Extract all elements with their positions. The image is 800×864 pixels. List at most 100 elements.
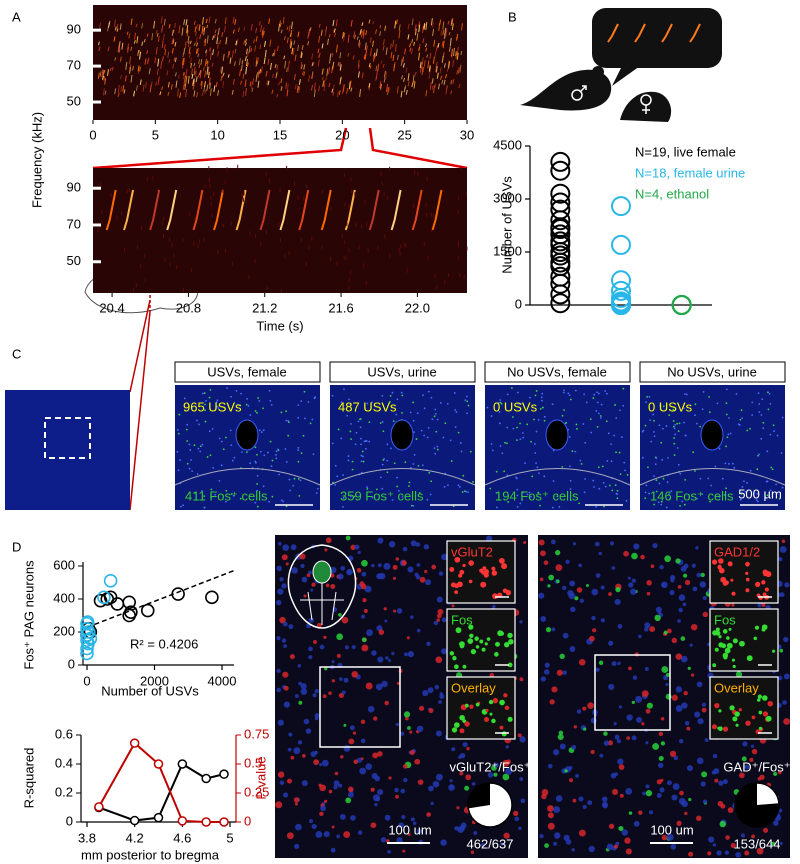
pag-cell <box>177 469 180 472</box>
pag-cell <box>778 497 781 500</box>
pag-cell <box>284 448 287 450</box>
spectrogram-streak <box>193 90 196 97</box>
pag-cell <box>186 423 189 426</box>
cell <box>337 573 344 580</box>
spectrogram-streak <box>243 27 246 31</box>
brain-lines <box>300 583 344 625</box>
spectrogram-streak <box>127 46 130 53</box>
spectrogram-streak <box>347 52 350 57</box>
cell <box>392 576 397 580</box>
spectrogram-streak <box>227 51 230 58</box>
inset-cell <box>764 587 769 592</box>
spectrogram-streak <box>289 33 292 37</box>
spectrogram-streak <box>430 18 433 26</box>
pag-cell <box>569 499 572 502</box>
cell <box>547 763 553 769</box>
cell <box>403 777 408 783</box>
spectrogram-streak <box>248 45 251 53</box>
cell <box>712 753 718 759</box>
cell <box>751 748 758 755</box>
cell <box>779 648 784 653</box>
pag-cell <box>561 414 564 417</box>
spectrogram-streak <box>111 66 114 71</box>
cell <box>771 841 776 846</box>
spectrogram-streak <box>274 64 277 68</box>
pag-cell <box>516 439 518 442</box>
pag-cell <box>371 496 374 499</box>
inset-cell <box>724 647 731 654</box>
cell <box>301 576 308 583</box>
pag-cell <box>287 434 290 437</box>
spectrogram-streak <box>392 39 395 47</box>
pag-cell <box>186 440 189 442</box>
pag-cell <box>538 472 540 475</box>
pag-cell <box>408 481 411 484</box>
pag-cell <box>584 478 587 480</box>
cell <box>590 749 595 755</box>
pag-cell <box>285 419 288 422</box>
spectrogram-streak <box>375 65 378 72</box>
pag-cell <box>574 389 577 392</box>
spectrogram-streak <box>189 57 192 65</box>
pag-cell <box>522 436 525 439</box>
cell <box>402 546 408 552</box>
cell <box>403 711 411 718</box>
pag-cell <box>767 408 770 411</box>
pag-cell <box>449 439 452 442</box>
cell <box>300 688 308 695</box>
inset-cell <box>507 662 513 668</box>
spectrogram-streak <box>130 18 133 25</box>
inset-cell <box>714 703 720 709</box>
pag-cell <box>222 448 225 451</box>
spectrogram-streak <box>328 33 331 38</box>
pag-cell <box>206 456 209 458</box>
cell <box>330 583 336 590</box>
spectrogram-streak <box>242 90 245 98</box>
spectrogram-streak <box>275 73 278 79</box>
spectrogram-streak <box>278 81 280 86</box>
pag-cell <box>386 443 389 446</box>
spectrogram-streak <box>141 41 144 46</box>
pag-cell <box>218 480 221 482</box>
spectrogram-streak <box>240 64 243 72</box>
pag-cell <box>500 402 503 405</box>
cell <box>669 590 675 596</box>
inset-cell <box>718 709 722 713</box>
spectrogram-streak <box>183 19 186 25</box>
pag-cell <box>436 448 439 451</box>
cell <box>600 618 605 623</box>
spectrogram-streak <box>190 62 193 69</box>
spectrogram-streak <box>199 34 202 40</box>
cell <box>435 773 443 781</box>
cell <box>571 848 575 852</box>
cell <box>569 646 576 652</box>
pag-cell <box>701 493 703 495</box>
pag-cell <box>275 450 278 453</box>
spectrogram-streak <box>456 69 459 75</box>
cell <box>388 541 396 548</box>
pag-cell <box>683 421 685 424</box>
inset-cell <box>468 579 473 584</box>
spectrogram-streak <box>206 66 209 75</box>
spectrogram-streak <box>385 47 388 55</box>
pag-cell <box>672 408 675 411</box>
cell <box>377 563 382 568</box>
pag-cell <box>256 483 259 485</box>
spectrogram-streak <box>411 39 414 44</box>
panel-label: D <box>12 539 21 554</box>
spectrogram-streak <box>153 20 156 29</box>
spectrogram-streak <box>117 92 120 97</box>
spectrogram-streak <box>386 87 389 95</box>
spectrogram-streak <box>253 39 256 44</box>
cell <box>400 788 406 794</box>
pag-cell <box>678 422 681 425</box>
pag-cell <box>723 494 726 496</box>
cell <box>415 574 421 580</box>
pag-cell <box>412 401 415 404</box>
y2-tick-label: 0 <box>244 813 251 828</box>
pag-cell <box>761 398 764 401</box>
cell <box>614 734 620 740</box>
cell <box>276 635 281 641</box>
pag-cell <box>534 394 537 397</box>
cell <box>658 731 664 737</box>
